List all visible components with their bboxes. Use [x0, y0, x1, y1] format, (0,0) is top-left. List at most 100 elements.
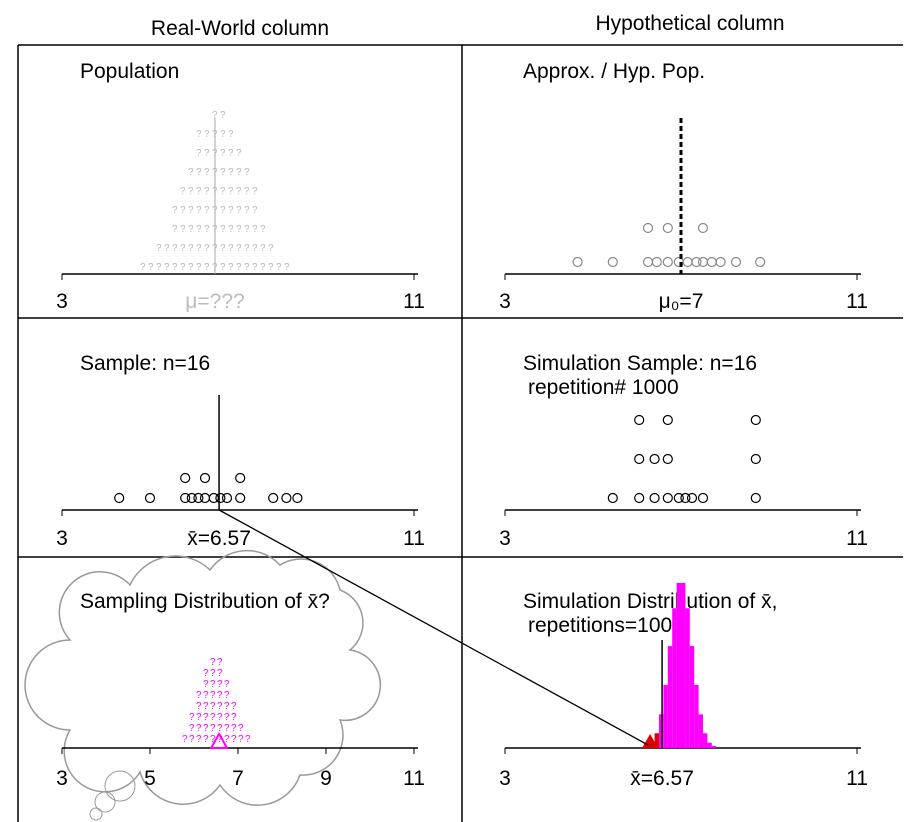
- dot: [649, 492, 660, 504]
- unknown-marker: ?: [220, 262, 226, 273]
- dot: [649, 453, 660, 465]
- dot: [662, 222, 673, 234]
- unknown-marker: ?: [180, 224, 186, 235]
- unknown-marker: ?: [196, 723, 202, 734]
- dot: [730, 256, 742, 268]
- unknown-marker: ?: [228, 205, 234, 216]
- unknown-marker: ?: [210, 668, 216, 679]
- x-tick-label: 11: [846, 527, 868, 550]
- dot: [268, 492, 279, 504]
- unknown-marker: ?: [196, 224, 202, 235]
- unknown-marker: ?: [252, 262, 258, 273]
- unknown-marker: ?: [217, 723, 223, 734]
- mean-label: x̄=6.57: [187, 527, 251, 550]
- x-tick-label: 11: [846, 290, 868, 313]
- unknown-marker: ?: [217, 668, 223, 679]
- unknown-marker: ?: [196, 205, 202, 216]
- dot: [715, 256, 726, 268]
- dot: [662, 256, 673, 268]
- unknown-marker: ?: [196, 712, 202, 723]
- unknown-marker: ?: [224, 734, 230, 745]
- dot: [697, 492, 709, 504]
- x-tick-label: 11: [403, 527, 425, 550]
- dot: [634, 453, 645, 465]
- unknown-marker: ?: [203, 679, 209, 690]
- panel-title: Approx. / Hyp. Pop.: [523, 60, 705, 83]
- unknown-marker: ?: [217, 701, 223, 712]
- unknown-marker: ?: [231, 723, 237, 734]
- unknown-marker: ?: [245, 734, 251, 745]
- hist-bar: [676, 583, 681, 748]
- dot: [186, 492, 197, 504]
- unknown-marker: ?: [252, 224, 258, 235]
- unknown-marker: ?: [236, 186, 242, 197]
- panel-subtitle: repetition# 1000: [528, 376, 679, 399]
- column-header: Hypothetical column: [595, 12, 784, 35]
- unknown-marker: ?: [172, 205, 178, 216]
- unknown-marker: ?: [180, 262, 186, 273]
- panel-title: Simulation Distribution of x̄,: [523, 590, 777, 613]
- unknown-marker: ?: [204, 205, 210, 216]
- thought-cloud: [24, 549, 382, 806]
- unknown-marker: ?: [172, 224, 178, 235]
- dot: [755, 256, 766, 268]
- panel-title: Simulation Sample: n=16: [523, 352, 757, 375]
- unknown-marker: ?: [236, 148, 242, 159]
- unknown-marker: ?: [196, 186, 202, 197]
- dot: [750, 414, 761, 426]
- x-tick-label: 3: [56, 767, 68, 790]
- unknown-marker: ?: [236, 262, 242, 273]
- dot: [180, 472, 191, 484]
- unknown-marker: ?: [231, 734, 237, 745]
- connector-line: [218, 509, 649, 746]
- panel-title: Sampling Distribution of x̄?: [80, 590, 330, 613]
- dot: [144, 492, 156, 504]
- unknown-marker: ?: [252, 186, 258, 197]
- dot: [607, 492, 618, 504]
- dot: [208, 492, 219, 504]
- unknown-marker: ?: [228, 167, 234, 178]
- x-tick-label: 3: [499, 290, 511, 313]
- dot: [662, 492, 673, 504]
- x-tick-label: 7: [232, 767, 244, 790]
- hist-bar: [667, 646, 673, 748]
- x-tick-label: 3: [56, 290, 68, 313]
- dot: [673, 492, 684, 504]
- hist-bar: [689, 646, 695, 748]
- dot: [691, 256, 702, 268]
- dot: [750, 492, 761, 504]
- unknown-marker: ?: [244, 205, 250, 216]
- hist-bar: [703, 733, 708, 748]
- unknown-marker: ?: [224, 679, 230, 690]
- dot: [662, 453, 673, 465]
- unknown-marker: ?: [276, 262, 282, 273]
- unknown-marker: ?: [196, 148, 202, 159]
- unknown-marker: ?: [224, 723, 230, 734]
- unknown-marker: ?: [204, 167, 210, 178]
- unknown-marker: ?: [220, 110, 226, 121]
- x-tick-label: 11: [403, 290, 425, 313]
- unknown-marker: ?: [189, 712, 195, 723]
- unknown-marker: ?: [196, 690, 202, 701]
- hist-bar: [711, 745, 717, 748]
- unknown-marker: ?: [172, 262, 178, 273]
- unknown-marker: ?: [217, 679, 223, 690]
- unknown-marker: ?: [220, 205, 226, 216]
- hist-bar: [663, 684, 668, 748]
- dot: [292, 492, 303, 504]
- dot: [680, 492, 691, 504]
- unknown-marker: ?: [210, 679, 216, 690]
- unknown-marker: ?: [228, 129, 234, 140]
- unknown-marker: ?: [244, 186, 250, 197]
- mean-label: x̄=6.57: [630, 767, 694, 790]
- unknown-marker: ?: [210, 657, 216, 668]
- unknown-marker: ?: [188, 186, 194, 197]
- unknown-marker: ?: [210, 712, 216, 723]
- unknown-marker: ?: [220, 186, 226, 197]
- unknown-marker: ?: [180, 186, 186, 197]
- unknown-marker: ?: [188, 205, 194, 216]
- unknown-marker: ?: [236, 167, 242, 178]
- unknown-marker: ?: [196, 734, 202, 745]
